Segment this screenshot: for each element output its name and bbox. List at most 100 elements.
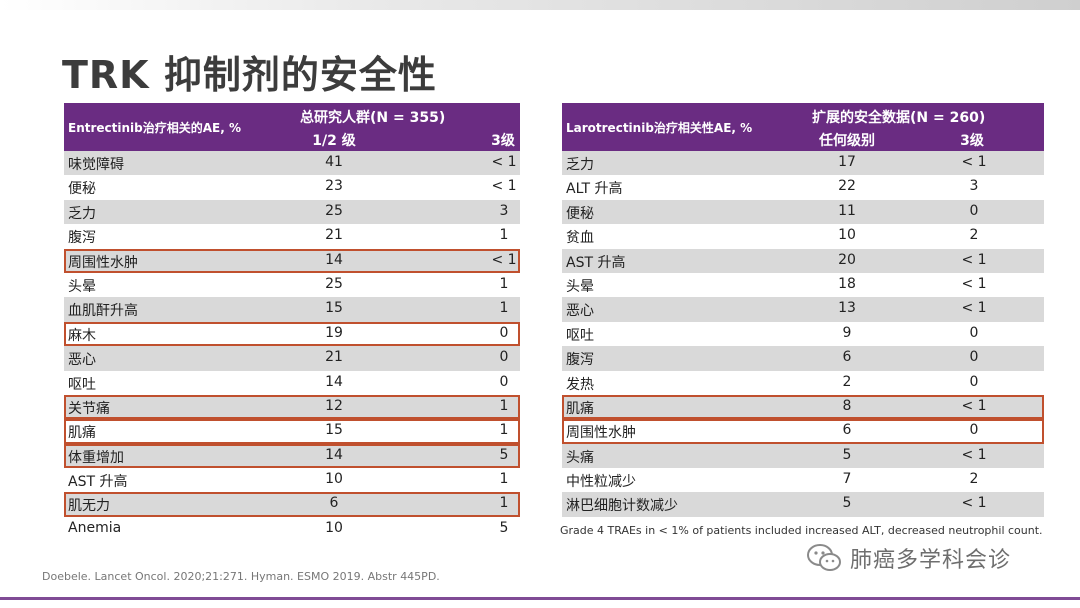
group-header: 扩展的安全数据(N = 260)	[812, 110, 986, 126]
adverse-event-name: 乏力	[566, 157, 594, 173]
table-row: Anemia 10 5	[64, 516, 520, 542]
watermark: 肺癌多学科会诊	[806, 542, 1011, 574]
table-row: 发热 2 0	[562, 370, 1044, 395]
adverse-event-name: 肌无力	[68, 498, 110, 515]
adverse-event-name: 恶心	[566, 303, 594, 320]
grade-3-cell: 1	[499, 275, 509, 292]
value-cell: 20	[838, 251, 856, 268]
group-header: 总研究人群(N = 355)	[300, 110, 446, 126]
adverse-event-name: 贫血	[566, 230, 594, 247]
value-cell: 14	[325, 251, 343, 268]
adverse-event-name: 呕吐	[68, 376, 96, 393]
grade-3-cell: 0	[499, 324, 509, 341]
adverse-event-name: 周围性水肿	[68, 254, 138, 271]
value-cell: 2	[842, 373, 852, 390]
grade-3-cell: < 1	[961, 300, 987, 317]
column-header-grade-1-2: 1/2 级	[312, 133, 356, 149]
table-row: 头晕 25 1	[64, 272, 520, 298]
table-row: 呕吐 9 0	[562, 321, 1044, 347]
adverse-event-name: 恶心	[68, 352, 96, 369]
value-cell: 22	[838, 178, 856, 195]
value-cell: 5	[842, 446, 852, 463]
adverse-event-name: 周围性水肿	[566, 425, 636, 442]
value-cell: 14	[325, 373, 343, 390]
value-cell: 10	[325, 519, 343, 536]
value-cell: 9	[842, 324, 852, 341]
grade-3-cell: 2	[969, 471, 979, 488]
adverse-event-name: Anemia	[68, 519, 122, 536]
adverse-event-name: 便秘	[566, 205, 594, 222]
table-row: 肌痛 8 < 1	[562, 394, 1044, 420]
grade-3-cell: 1	[499, 471, 509, 488]
watermark-text: 肺癌多学科会诊	[850, 548, 1012, 573]
adverse-event-name: 发热	[566, 376, 594, 393]
table-row: 关节痛 12 1	[64, 394, 520, 420]
value-cell: 5	[842, 495, 852, 512]
grade-3-cell: 3	[499, 202, 509, 219]
value-cell: 8	[842, 397, 852, 414]
grade-3-cell: 1	[499, 495, 509, 512]
table-row: 中性粒减少 7 2	[562, 468, 1044, 493]
table-row: 乏力 17 < 1	[562, 151, 1044, 176]
adverse-event-name: 头痛	[566, 449, 594, 466]
grade-3-cell: 1	[499, 300, 509, 317]
value-cell: 13	[838, 300, 856, 317]
top-gradient-bar	[0, 0, 1080, 10]
column-header-any-grade: 任何级别	[819, 133, 875, 149]
bottom-accent-line	[0, 597, 1080, 600]
table-row: 体重增加 14 5	[64, 443, 520, 469]
value-cell: 25	[325, 275, 343, 292]
value-cell: 21	[325, 349, 343, 366]
value-cell: 11	[838, 202, 856, 219]
grade-3-cell: < 1	[491, 154, 517, 170]
table-row: 肌痛 15 1	[64, 419, 520, 444]
adverse-event-name: 呕吐	[566, 327, 594, 344]
grade-3-cell: 5	[499, 519, 509, 536]
grade-3-cell: < 1	[491, 251, 517, 268]
grade-3-cell: < 1	[961, 251, 987, 268]
grade-3-cell: 0	[969, 349, 979, 366]
value-cell: 6	[842, 422, 852, 439]
table-row: 周围性水肿 6 0	[562, 419, 1044, 444]
table-row: 呕吐 14 0	[64, 370, 520, 395]
grade-3-cell: < 1	[491, 178, 517, 195]
grade-3-cell: 0	[969, 324, 979, 341]
grade-3-cell: 0	[499, 349, 509, 366]
grade-3-cell: 1	[499, 227, 509, 244]
grade-3-cell: < 1	[961, 397, 987, 414]
table-row: 淋巴细胞计数减少 5 < 1	[562, 492, 1044, 517]
grade-3-cell: < 1	[961, 275, 987, 292]
table-body: 乏力 17 < 1 ALT 升高 22 3 便秘 11 0 贫血 10 2 AST 升高 20 < 1 头晕 1…	[562, 151, 1044, 517]
value-cell: 15	[325, 300, 343, 317]
table-row: 便秘 23 < 1	[64, 175, 520, 200]
grade-3-cell: 5	[499, 446, 509, 463]
table-row: 周围性水肿 14 < 1	[64, 248, 520, 273]
table-row: 血肌酐升高 15 1	[64, 297, 520, 322]
table-row: AST 升高 10 1	[64, 468, 520, 493]
grade-3-cell: 3	[969, 178, 979, 195]
grade-3-cell: 0	[969, 373, 979, 390]
table-row: 恶心 13 < 1	[562, 297, 1044, 322]
table-row: ALT 升高 22 3	[562, 175, 1044, 200]
adverse-event-name: 中性粒减少	[566, 474, 636, 491]
grade-3-cell: 0	[969, 422, 979, 439]
table-row: 恶心 21 0	[64, 346, 520, 371]
value-cell: 23	[325, 178, 343, 195]
value-cell: 10	[838, 227, 856, 244]
value-cell: 14	[325, 446, 343, 463]
table-row: 味觉障碍 41 < 1	[64, 151, 520, 176]
value-cell: 12	[325, 397, 343, 414]
table-row: 头痛 5 < 1	[562, 443, 1044, 469]
slide-title: TRK 抑制剂的安全性	[62, 53, 437, 97]
wechat-icon	[807, 544, 841, 571]
value-cell: 17	[838, 154, 856, 170]
grade-3-cell: 2	[969, 227, 979, 244]
table-header: Larotrectinib治疗相关性AE, % 扩展的安全数据(N = 260)…	[562, 103, 1044, 151]
table-row: 腹泻 6 0	[562, 346, 1044, 371]
adverse-event-name: AST 升高	[68, 474, 128, 491]
column-header-grade-3: 3级	[491, 133, 515, 149]
adverse-event-name: 腹泻	[68, 230, 96, 247]
adverse-event-name: 腹泻	[566, 352, 594, 369]
adverse-event-name: ALT 升高	[566, 181, 623, 198]
value-cell: 7	[842, 471, 852, 488]
